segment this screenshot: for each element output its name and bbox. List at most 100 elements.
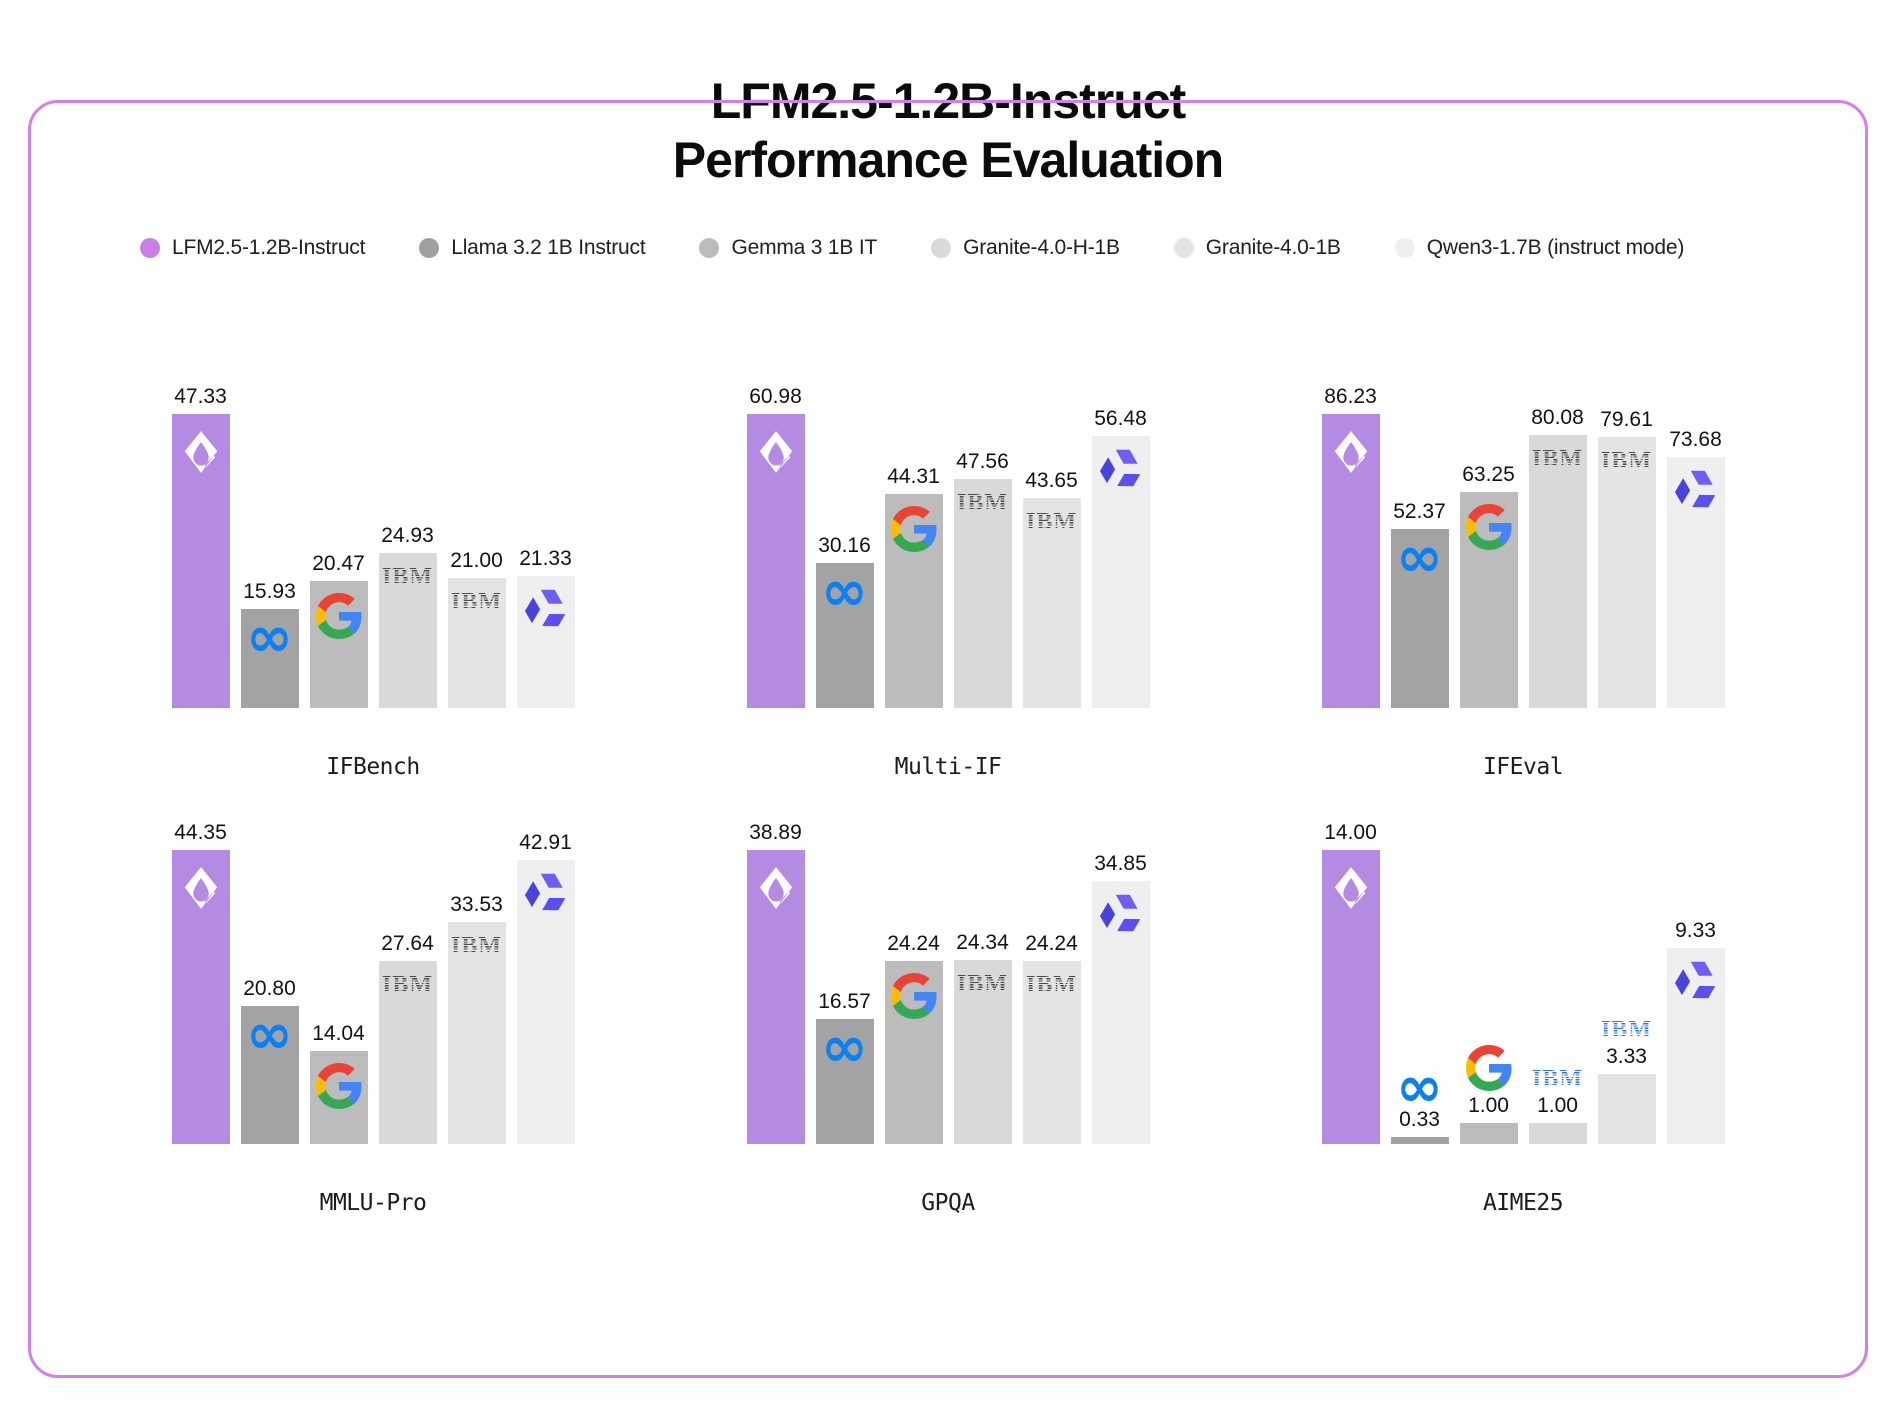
legend-label: Gemma 3 1B IT <box>731 236 878 259</box>
value-label: 24.24 <box>887 931 940 955</box>
google-icon <box>1465 504 1512 551</box>
bar-cell: 56.48 <box>1091 407 1150 708</box>
bar <box>1459 1123 1518 1144</box>
bar-icon-wrap <box>1465 1045 1512 1091</box>
value-label: 14.04 <box>312 1021 365 1045</box>
bar <box>1666 456 1725 708</box>
bar-cell: 33.53 IBM <box>447 893 506 1144</box>
meta-icon: ∞ <box>246 1002 293 1068</box>
bar-cell: 47.33 <box>171 385 230 708</box>
bar: ∞ <box>815 562 874 708</box>
benchmark-chart-aime25: 14.00 ∞ 0.33 1.00 IBM 1.00 IBM 3.33 9.33 AIME25 <box>1321 814 1725 1216</box>
liquid-ai-icon <box>1334 866 1368 910</box>
bar <box>1459 492 1518 708</box>
value-label: 0.33 <box>1399 1108 1440 1132</box>
bar-cell: 86.23 <box>1321 385 1380 708</box>
charts-grid: 47.33 15.93 ∞ 20.47 24.93 IBM 21.00 IBM 21.33 IFB… <box>0 378 1896 1216</box>
bar <box>1597 1074 1656 1144</box>
bar <box>1390 1137 1449 1144</box>
ibm-icon: IBM <box>957 970 1008 998</box>
benchmark-label: MMLU-Pro <box>319 1190 427 1216</box>
ibm-icon: IBM <box>1026 970 1077 999</box>
page-title-line2: Performance Evaluation <box>672 132 1224 188</box>
bar-cell: 21.33 <box>516 546 575 708</box>
bar-cell: 9.33 <box>1666 919 1725 1144</box>
bar-cell: 44.31 <box>884 465 943 708</box>
bar <box>884 960 943 1144</box>
bar: ∞ <box>240 605 299 708</box>
bar <box>1321 414 1380 708</box>
value-label: 52.37 <box>1393 500 1446 524</box>
plot-area: 86.23 52.37 ∞ 63.25 80.08 IBM 79.61 IBM 73.68 <box>1321 378 1725 708</box>
bar-cell: 20.80 ∞ <box>240 977 299 1144</box>
qwen-icon <box>524 872 567 914</box>
bar-cell: 30.16 ∞ <box>815 534 874 708</box>
value-label: 43.65 <box>1025 468 1078 492</box>
benchmark-label: Multi-IF <box>894 754 1002 780</box>
ibm-icon: IBM <box>1601 1016 1652 1045</box>
page-title-line1: LFM2.5-1.2B-Instruct <box>710 73 1187 129</box>
bar: IBM <box>378 960 437 1144</box>
google-icon <box>315 592 362 639</box>
value-label: 80.08 <box>1531 406 1584 429</box>
bar: ∞ <box>1390 525 1449 708</box>
value-label: 21.33 <box>519 546 572 570</box>
legend: LFM2.5-1.2B-Instruct Llama 3.2 1B Instruc… <box>140 236 1896 260</box>
legend-dot <box>1394 238 1415 258</box>
bar <box>516 859 575 1144</box>
value-label: 38.89 <box>749 821 802 844</box>
benchmark-label: IFBench <box>326 754 420 780</box>
plot-area: 14.00 ∞ 0.33 1.00 IBM 1.00 IBM 3.33 9.33 <box>1321 814 1725 1144</box>
bar <box>1091 435 1150 708</box>
bar-cell: 79.61 IBM <box>1597 408 1656 708</box>
value-label: 1.00 <box>1468 1094 1509 1117</box>
ibm-icon: IBM <box>451 587 502 616</box>
bar: IBM <box>1022 497 1081 708</box>
page-title: LFM2.5-1.2B-Instruct Performance Evaluat… <box>0 72 1896 190</box>
bar: IBM <box>1597 436 1656 708</box>
meta-icon: ∞ <box>1396 525 1443 591</box>
qwen-icon <box>1099 448 1142 490</box>
bar: IBM <box>447 577 506 708</box>
legend-item: LFM2.5-1.2B-Instruct <box>140 236 365 260</box>
liquid-ai-icon <box>184 430 218 474</box>
bar-cell: 43.65 IBM <box>1022 468 1081 708</box>
bar <box>1666 948 1725 1144</box>
value-label: 9.33 <box>1675 919 1716 943</box>
bar-cell: ∞ 0.33 <box>1390 1060 1449 1144</box>
value-label: 63.25 <box>1462 463 1515 487</box>
meta-icon: ∞ <box>246 605 293 670</box>
bar-cell: 24.93 IBM <box>378 524 437 708</box>
bar: ∞ <box>240 1002 299 1144</box>
legend-dot <box>931 238 952 258</box>
value-label: 44.31 <box>887 465 940 489</box>
ibm-icon: IBM <box>1532 1065 1583 1093</box>
bar-cell: 21.00 IBM <box>447 549 506 708</box>
legend-item: Granite-4.0-1B <box>1173 236 1341 260</box>
value-label: 20.47 <box>312 551 365 575</box>
bar-cell: 27.64 IBM <box>378 932 437 1144</box>
value-label: 73.68 <box>1669 427 1722 451</box>
bar-cell: 20.47 <box>309 551 368 708</box>
bar <box>884 494 943 708</box>
bar-cell: 42.91 <box>516 831 575 1144</box>
bar-icon-wrap: ∞ <box>1396 1060 1444 1116</box>
benchmark-label: AIME25 <box>1482 1190 1564 1216</box>
bar-cell: 38.89 <box>746 821 805 1144</box>
bar-cell: 60.98 <box>746 385 805 708</box>
ibm-icon: IBM <box>1601 446 1652 475</box>
value-label: 44.35 <box>174 821 227 844</box>
legend-item: Qwen3-1.7B (instruct mode) <box>1394 236 1684 260</box>
bar <box>1321 850 1380 1144</box>
value-label: 60.98 <box>749 385 802 408</box>
value-label: 24.93 <box>381 524 434 548</box>
bar-cell: 24.24 <box>884 931 943 1144</box>
plot-area: 44.35 20.80 ∞ 14.04 27.64 IBM 33.53 IBM 42.91 <box>171 814 575 1144</box>
bar: IBM <box>1022 960 1081 1144</box>
bar-cell: 44.35 <box>171 821 230 1144</box>
benchmark-chart-ifeval: 86.23 52.37 ∞ 63.25 80.08 IBM 79.61 IBM 73.68 IFE… <box>1321 378 1725 780</box>
value-label: 47.33 <box>174 385 227 408</box>
bar-cell: 1.00 <box>1459 1045 1518 1144</box>
google-icon <box>890 506 937 553</box>
bar-icon-wrap: IBM <box>1601 1016 1652 1045</box>
